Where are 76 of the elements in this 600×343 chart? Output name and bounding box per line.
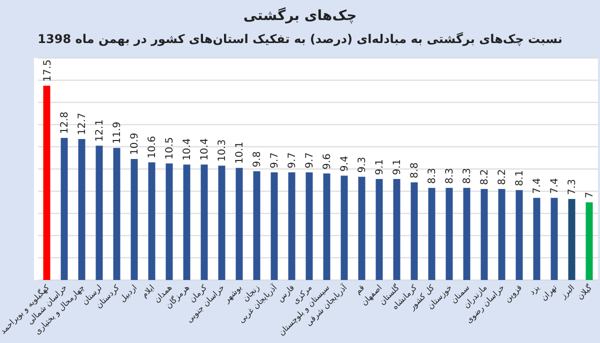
data-label: 7: [584, 192, 596, 198]
x-tick-label: البرز: [558, 283, 576, 301]
data-label: 10.6: [147, 136, 158, 158]
bar: [446, 188, 453, 280]
data-label: 9.3: [357, 156, 368, 173]
data-label: 8.3: [427, 168, 438, 184]
data-label: 9.7: [270, 152, 281, 168]
bar: [376, 178, 383, 280]
data-label: 11.9: [112, 122, 124, 144]
data-label: 10.9: [130, 132, 141, 156]
data-label: 8.2: [497, 169, 508, 185]
data-label: 8.1: [514, 170, 526, 186]
data-label: 9.1: [392, 159, 404, 175]
bar: [463, 188, 470, 280]
x-tick-label: بوشهر: [222, 283, 244, 306]
bar: [270, 172, 278, 280]
bar: [393, 178, 400, 280]
bar: [60, 138, 68, 280]
data-label: 7.3: [567, 179, 578, 195]
bar: [218, 166, 226, 280]
data-label: 7.4: [550, 178, 561, 194]
bar: [428, 188, 436, 280]
data-label: 12.8: [60, 112, 71, 134]
bar: [200, 164, 208, 280]
bar: [340, 176, 348, 280]
data-label: 10.5: [164, 137, 176, 160]
bar: [113, 148, 120, 280]
chart-subtitle: نسبت چک‌های برگشتی به مبادله‌ای (درصد) به تفکیک استان‌های کشور در بهمن ماه 1398: [38, 32, 562, 46]
data-label: 8.8: [410, 162, 421, 178]
bar: [358, 176, 366, 280]
bar: [533, 198, 540, 280]
x-tick-label: یزد: [528, 283, 542, 297]
x-tick-label: اردبیل: [118, 283, 139, 304]
data-label: 7.4: [532, 178, 544, 194]
data-label: 9.7: [304, 152, 316, 168]
x-tick-label: فارس: [276, 282, 296, 304]
x-tick-label: ایلام: [140, 283, 156, 300]
data-label: 10.4: [200, 138, 211, 161]
bar: [498, 188, 506, 280]
bar: [323, 173, 330, 280]
bar: [253, 171, 260, 280]
data-label: 9.4: [340, 156, 351, 172]
bar: [236, 168, 243, 280]
bar: [568, 198, 576, 280]
bar: [148, 162, 156, 280]
x-tick-label: قزوین: [502, 282, 524, 304]
data-label: 9.8: [252, 151, 264, 168]
data-label: 10.4: [182, 138, 194, 161]
x-tick-label: تهران: [539, 283, 559, 302]
bar: [550, 198, 558, 280]
bar: [130, 159, 138, 280]
data-label: 10.3: [217, 139, 228, 162]
bar: [480, 188, 488, 280]
bar: [96, 146, 103, 280]
bar: [410, 182, 418, 280]
bar: [288, 172, 296, 280]
bar: [78, 139, 86, 280]
data-label: 12.1: [94, 119, 106, 142]
data-label: 9.7: [287, 152, 298, 168]
bar: [166, 163, 173, 280]
bar: [183, 164, 190, 280]
bar: [43, 86, 50, 280]
data-label: 8.2: [480, 169, 491, 185]
data-label: 8.3: [444, 168, 456, 184]
bar: [516, 190, 523, 280]
data-label: 12.7: [77, 112, 88, 136]
data-label: 8.3: [462, 168, 474, 184]
data-label: 17.5: [42, 59, 54, 82]
chart-title: چک‌های برگشتی: [243, 7, 357, 24]
x-tick-label: گیلان: [574, 282, 594, 302]
data-label: 9.1: [374, 159, 386, 175]
bar: [586, 202, 593, 280]
x-tick-label: قم: [353, 282, 366, 296]
data-label: 10.1: [234, 142, 246, 164]
bar: [306, 172, 313, 280]
data-label: 9.6: [322, 154, 334, 170]
